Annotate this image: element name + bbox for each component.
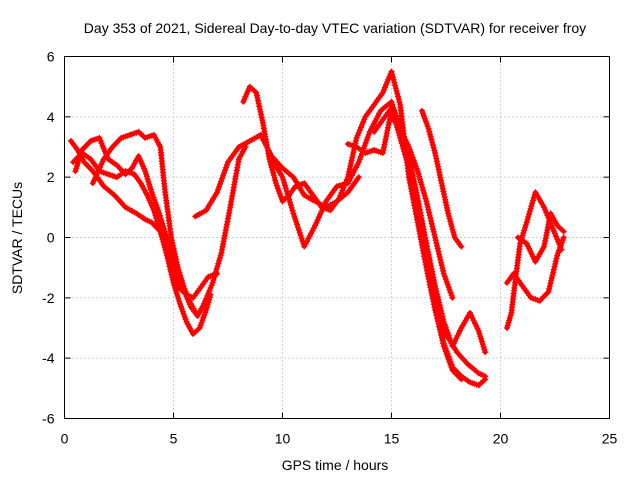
y-tick-label: 4 [47, 109, 55, 125]
y-tick-label: -4 [42, 350, 55, 366]
series-track-2 [70, 150, 221, 301]
x-tick-label: 25 [602, 431, 618, 447]
series-track-10 [419, 107, 465, 250]
y-axis-label: SDTVAR / TECUs [9, 182, 25, 294]
x-tick-label: 15 [384, 431, 400, 447]
series-track-9 [371, 104, 489, 389]
x-axis-label: GPS time / hours [282, 457, 389, 473]
series-line [241, 69, 464, 382]
x-tick-label: 10 [275, 431, 291, 447]
series-markers [514, 210, 567, 265]
series-track-4 [89, 128, 249, 319]
x-tick-label: 0 [61, 431, 69, 447]
grid-lines [64, 56, 610, 419]
series-markers [388, 113, 456, 301]
y-tick-label: -6 [42, 411, 55, 427]
chart-title: Day 353 of 2021, Sidereal Day-to-day VTE… [84, 20, 586, 36]
y-tick-label: 0 [47, 230, 55, 246]
y-tick-label: -2 [42, 290, 55, 306]
y-tick-label: 6 [47, 49, 55, 65]
x-tick-label: 20 [493, 431, 509, 447]
series-track-13 [504, 234, 567, 304]
series-track-5 [192, 131, 362, 220]
data-series [68, 68, 567, 389]
series-markers [504, 234, 567, 304]
series-markers [419, 107, 465, 250]
series-track-11 [388, 113, 456, 301]
series-markers [89, 128, 249, 319]
series-markers [70, 150, 221, 301]
y-tick-label: 2 [47, 169, 55, 185]
x-tick-label: 5 [170, 431, 178, 447]
axis-ticks: 0 5 10 15 20 25 -6 -4 -2 0 2 4 6 [42, 49, 617, 447]
series-markers [371, 104, 489, 389]
series-markers [192, 131, 362, 220]
series-track-14 [514, 210, 567, 265]
